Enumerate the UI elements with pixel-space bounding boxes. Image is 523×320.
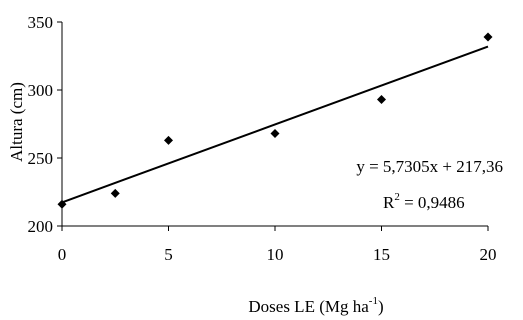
r-squared-sup: 2 bbox=[394, 191, 400, 203]
data-point bbox=[377, 95, 386, 105]
x-axis-title: Doses LE (Mg ha-1) bbox=[248, 295, 383, 316]
x-tick-label: 10 bbox=[267, 245, 284, 264]
data-point bbox=[57, 199, 67, 209]
data-point bbox=[270, 129, 280, 139]
data-point bbox=[164, 135, 173, 145]
trendline-equation: y = 5,7305x + 217,36 bbox=[356, 157, 503, 176]
y-ticks: 200 250 300 350 bbox=[28, 13, 62, 236]
x-axis-title-end: ) bbox=[378, 297, 384, 316]
y-tick-label: 200 bbox=[28, 217, 54, 236]
data-point bbox=[483, 32, 493, 42]
x-tick-label: 20 bbox=[480, 245, 497, 264]
y-tick-label: 350 bbox=[28, 13, 54, 32]
data-point bbox=[110, 188, 120, 198]
y-tick-label: 300 bbox=[28, 81, 54, 100]
r-squared-label: R2 = 0,9486 bbox=[383, 191, 465, 212]
data-points bbox=[57, 32, 493, 209]
r-squared-value: = 0,9486 bbox=[400, 193, 465, 212]
x-tick-label: 15 bbox=[373, 245, 390, 264]
x-ticks: 0 5 10 15 20 bbox=[58, 226, 497, 264]
trend-line bbox=[61, 45, 489, 204]
x-tick-label: 5 bbox=[164, 245, 173, 264]
r-squared-r: R bbox=[383, 193, 395, 212]
plot-area: 200 250 300 350 0 5 10 15 20 bbox=[28, 13, 497, 264]
y-tick-label: 250 bbox=[28, 149, 54, 168]
x-axis-title-main: Doses LE (Mg ha bbox=[248, 297, 369, 316]
x-tick-label: 0 bbox=[58, 245, 67, 264]
x-axis-title-sup: -1 bbox=[369, 295, 378, 307]
y-axis-title: Altura (cm) bbox=[7, 82, 26, 162]
